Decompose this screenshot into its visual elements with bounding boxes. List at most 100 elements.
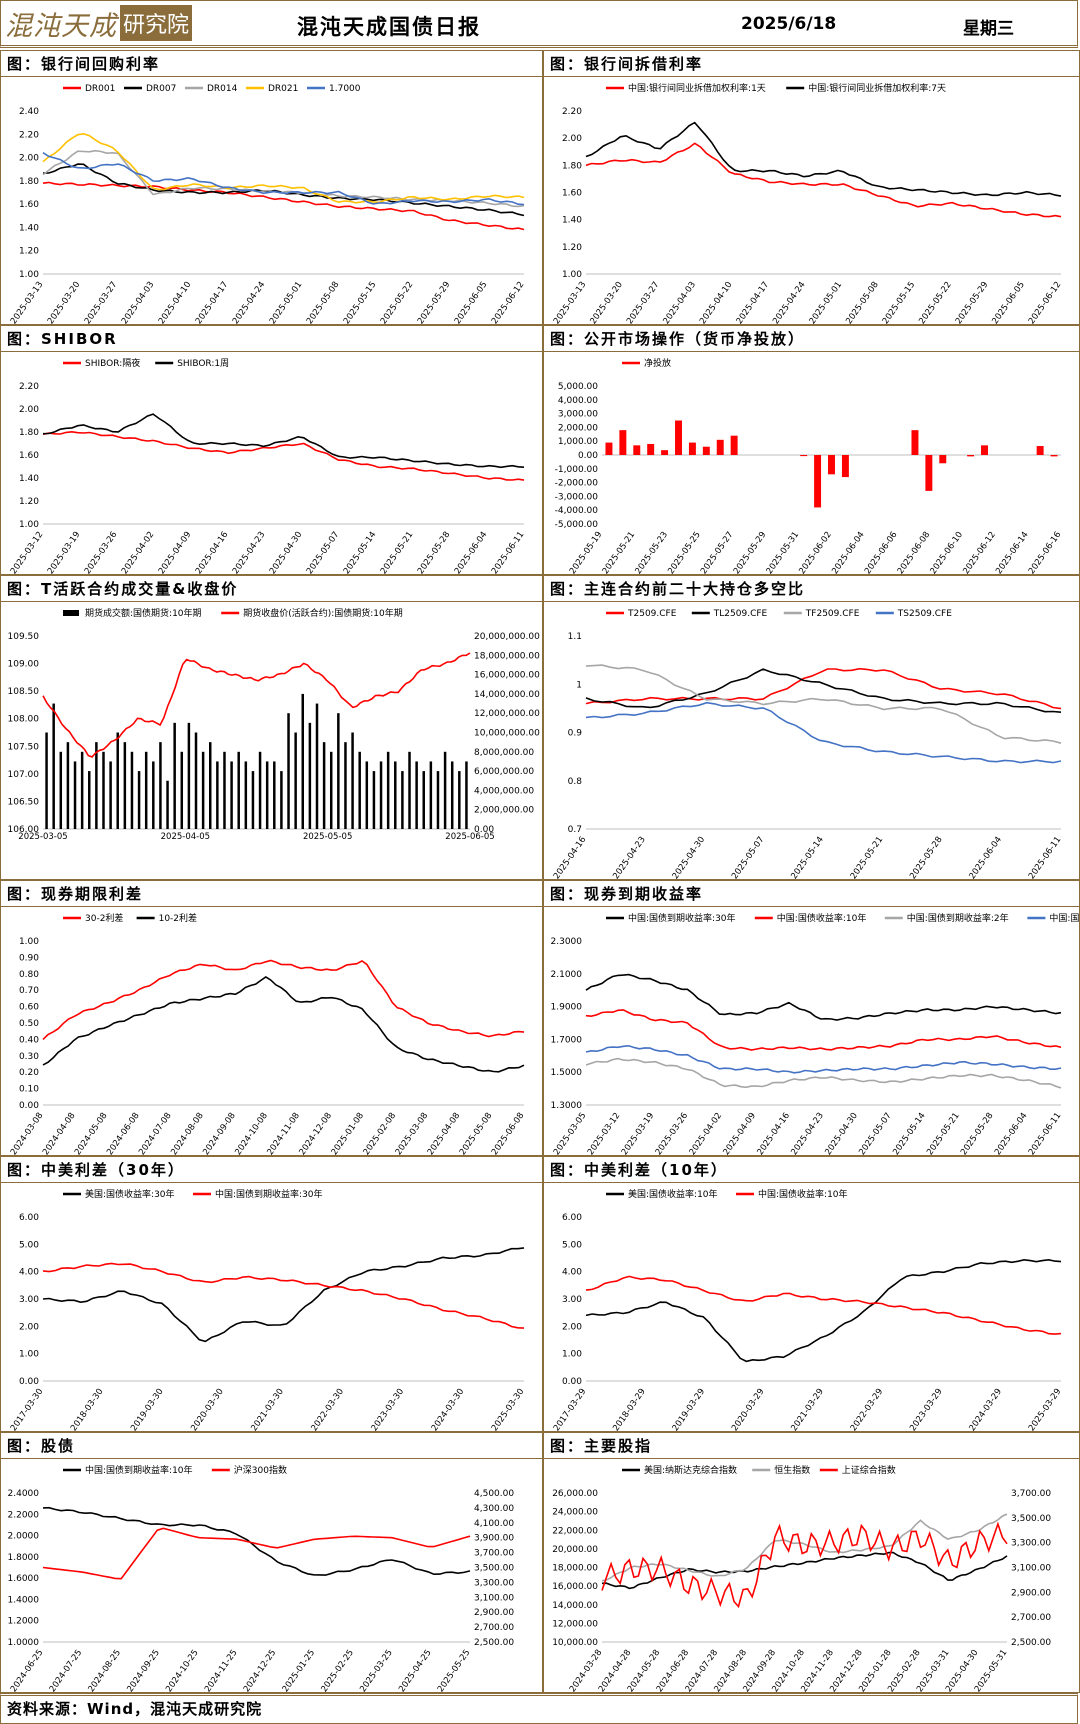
bar — [265, 761, 269, 829]
bar — [59, 751, 63, 829]
x-tick-label: 2020-03-29 — [730, 1387, 767, 1431]
y2-tick-label: 18,000,000.00 — [474, 651, 540, 661]
x-tick-label: 2025-06-04 — [830, 530, 867, 574]
x-tick-label: 2024-06-08 — [105, 1111, 142, 1155]
chart-panel-c8: 图：现券到期收益率 中国:国债到期收益率:30年 中国:国债收益率:10年 中国:国债… — [543, 880, 1080, 1156]
x-tick-label: 2025-04-17 — [735, 280, 772, 324]
legend-item: 中国:国债到期收益率:2年 — [884, 912, 1009, 924]
bar — [152, 761, 155, 829]
panel-title: 图：股债 — [1, 1433, 542, 1459]
bar — [730, 435, 738, 455]
x-tick-label: 2024-03-08 — [9, 1111, 46, 1155]
bar — [173, 722, 176, 829]
y-tick-label: 0.70 — [19, 986, 39, 996]
bar — [605, 442, 613, 455]
y-tick-label: 1.20 — [19, 497, 39, 507]
legend-item: DR021 — [246, 84, 298, 94]
x-tick-label: 2025-04-09 — [722, 1111, 759, 1155]
report-title: 混沌天成国债日报 — [297, 15, 481, 39]
chart-panel-c3: 图：SHIBOR SHIBOR:隔夜 SHIBOR:1周 2.20 2.00 1.80 1.… — [0, 325, 543, 575]
legend-item: 1.7000 — [307, 84, 361, 94]
x-tick-label: 2025-04-30 — [671, 835, 708, 879]
legend-item: 中国:国债收益率:10年 — [736, 1188, 848, 1200]
y-tick-label: 1.9000 — [551, 1003, 583, 1013]
y2-tick-label: 3,300.00 — [474, 1578, 514, 1588]
legend-swatch — [63, 610, 79, 616]
series-line — [601, 1513, 1008, 1582]
x-tick-label: 2025-05-07 — [305, 530, 342, 574]
y-tick-label: 107.50 — [8, 742, 40, 752]
y-tick-label: 0.10 — [19, 1085, 39, 1095]
bar — [337, 713, 340, 829]
bar — [88, 771, 91, 829]
x-tick-label: 2025-05-28 — [416, 530, 453, 574]
x-tick-label: 2025-01-25 — [281, 1648, 318, 1692]
series-line — [42, 959, 525, 1040]
y-tick-label: 0.00 — [19, 1101, 39, 1111]
x-tick-label: 2025-02-08 — [362, 1111, 399, 1155]
y-tick-label: 18,000.00 — [552, 1564, 598, 1574]
x-tick-label: 2025-06-11 — [1027, 835, 1064, 879]
x-tick-label: 2020-03-30 — [189, 1387, 226, 1431]
x-tick-label: 2025-03-13 — [9, 280, 46, 324]
bar — [465, 761, 468, 829]
legend-label: DR014 — [207, 84, 238, 94]
y2-tick-label: 4,300.00 — [474, 1504, 514, 1514]
legend-label: 中国:国债到期收益率:10年 — [85, 1464, 193, 1476]
legend-label: 中国:国债收益率:5年 — [1049, 912, 1079, 924]
bar — [109, 761, 112, 829]
legend-item: 美国:国债收益率:10年 — [606, 1188, 718, 1200]
series-line — [42, 652, 471, 758]
x-tick-label: 2025-06-11 — [1027, 1111, 1064, 1155]
y-tick-label: 1.5000 — [551, 1068, 583, 1078]
legend-item: 中国:国债收益率:5年 — [1027, 912, 1079, 924]
x-tick-label: 2018-03-30 — [69, 1387, 106, 1431]
bar — [308, 722, 312, 829]
y-tick-label: 0.40 — [19, 1035, 39, 1045]
y-tick-label: 16,000.00 — [552, 1582, 598, 1592]
bar-series — [605, 420, 1058, 508]
x-tick-label: 2025-04-02 — [120, 530, 157, 574]
x-tick-label: 2022-03-30 — [310, 1387, 347, 1431]
bar — [244, 761, 248, 829]
x-tick-label: 2025-04-09 — [157, 530, 194, 574]
series-line — [42, 181, 525, 231]
y-tick-label: -5,000.00 — [555, 520, 599, 530]
x-tick-label: 2024-04-08 — [41, 1111, 78, 1155]
x-tick-label: 2024-09-08 — [201, 1111, 238, 1155]
x-tick-label: 2025-05-07 — [730, 835, 767, 879]
bar — [208, 742, 212, 829]
legend-item: 中国:银行间同业拆借加权利率:7天 — [786, 82, 946, 94]
x-tick-label: 2025-05-01 — [268, 280, 305, 324]
y-tick-label: 1.40 — [19, 223, 39, 233]
panel-title: 图：主连合约前二十大持仓多空比 — [544, 576, 1079, 602]
y-tick-label: 1.8000 — [8, 1553, 40, 1563]
series-line — [42, 152, 525, 206]
y-tick-label: 2.00 — [19, 1322, 39, 1332]
y-tick-label: 1.40 — [562, 216, 582, 226]
y-tick-label: 1 — [576, 680, 582, 690]
legend-label: 中国:国债到期收益率:2年 — [907, 912, 1009, 924]
y-tick-label: 1.40 — [19, 474, 39, 484]
y-tick-label: 2.00 — [19, 405, 39, 415]
legend-item: 期货收盘价(活跃合约):国债期货:10年期 — [221, 607, 403, 619]
y-tick-label: 2.00 — [562, 134, 582, 144]
x-tick-label: 2025-03-12 — [586, 1111, 623, 1155]
chart-svg: 中国:国债到期收益率:30年 中国:国债收益率:10年 中国:国债到期收益率:2年 中… — [551, 912, 1080, 1155]
y-tick-label: 1.60 — [19, 200, 39, 210]
x-tick-label: 2025-05-05 — [303, 832, 352, 842]
chart-svg: 期货成交额:国债期货:10年期 期货收盘价(活跃合约):国债期货:10年期 109.… — [8, 607, 541, 842]
chart-panel-c12: 图：主要股指 美国:纳斯达克综合指数 恒生指数 上证综合指数 26,000.00 24,0… — [543, 1432, 1080, 1693]
x-tick-label: 2025-05-23 — [633, 530, 670, 574]
series-line — [585, 1258, 1062, 1363]
chart-panel-c11: 图：股债 中国:国债到期收益率:10年 沪深300指数 2.4000 2.2000 2.0… — [0, 1432, 543, 1693]
report-date: 2025/6/18 — [741, 14, 837, 34]
legend-item: 沪深300指数 — [211, 1464, 287, 1476]
x-tick-label: 2025-06-08 — [490, 1111, 527, 1155]
bar — [619, 430, 627, 455]
y-tick-label: 1.20 — [562, 243, 582, 253]
x-tick-label: 2024-07-08 — [137, 1111, 174, 1155]
bar — [123, 742, 127, 829]
chart-svg: T2509.CFE TL2509.CFE TF2509.CFE TS2509.CFE 1… — [552, 609, 1064, 879]
x-tick-label: 2025-05-14 — [789, 835, 826, 879]
